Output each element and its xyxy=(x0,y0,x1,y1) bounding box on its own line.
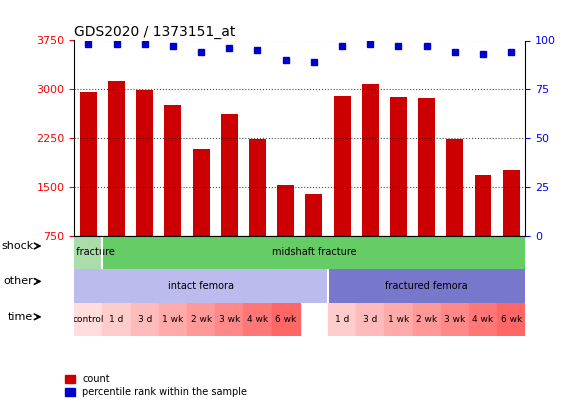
Text: 6 wk: 6 wk xyxy=(275,315,296,324)
Bar xyxy=(362,84,379,236)
Text: 3 wk: 3 wk xyxy=(219,315,240,324)
Bar xyxy=(102,303,131,336)
Text: 3 d: 3 d xyxy=(138,315,152,324)
Text: intact femora: intact femora xyxy=(168,281,234,291)
Bar xyxy=(80,92,97,236)
Text: fractured femora: fractured femora xyxy=(385,281,468,291)
Text: 4 wk: 4 wk xyxy=(472,315,493,324)
Text: shock: shock xyxy=(1,241,33,251)
Text: 1 wk: 1 wk xyxy=(388,315,409,324)
Bar xyxy=(74,236,102,269)
Bar xyxy=(384,303,413,336)
Bar xyxy=(187,303,215,336)
Text: midshaft fracture: midshaft fracture xyxy=(272,247,356,258)
Text: 1 wk: 1 wk xyxy=(162,315,183,324)
Text: 3 d: 3 d xyxy=(363,315,377,324)
Bar xyxy=(221,114,238,236)
Bar xyxy=(131,303,159,336)
Bar xyxy=(108,81,125,236)
Bar xyxy=(249,139,266,236)
Bar xyxy=(475,175,492,236)
Text: 1 d: 1 d xyxy=(109,315,124,324)
Text: other: other xyxy=(3,277,33,286)
Bar xyxy=(333,96,351,236)
Text: time: time xyxy=(8,312,33,322)
Text: 4 wk: 4 wk xyxy=(247,315,268,324)
Bar xyxy=(74,303,102,336)
Text: 6 wk: 6 wk xyxy=(501,315,522,324)
Bar xyxy=(418,98,435,236)
Text: 1 d: 1 d xyxy=(335,315,349,324)
Bar xyxy=(159,303,187,336)
Bar xyxy=(469,303,497,336)
Bar xyxy=(356,303,384,336)
Bar xyxy=(272,303,300,336)
Bar xyxy=(328,269,525,303)
Bar xyxy=(164,105,182,236)
Text: 3 wk: 3 wk xyxy=(444,315,465,324)
Bar xyxy=(278,185,294,236)
Bar xyxy=(136,90,153,236)
Bar xyxy=(390,97,407,236)
Legend: count, percentile rank within the sample: count, percentile rank within the sample xyxy=(62,371,250,400)
Text: GDS2020 / 1373151_at: GDS2020 / 1373151_at xyxy=(74,26,236,39)
Text: 2 wk: 2 wk xyxy=(416,315,437,324)
Bar xyxy=(497,303,525,336)
Bar xyxy=(447,139,463,236)
Bar xyxy=(441,303,469,336)
Bar xyxy=(74,269,328,303)
Bar xyxy=(305,194,323,236)
Text: control: control xyxy=(73,315,104,324)
Text: 2 wk: 2 wk xyxy=(191,315,212,324)
Bar xyxy=(413,303,441,336)
Bar xyxy=(503,170,520,236)
Bar xyxy=(243,303,272,336)
Text: no fracture: no fracture xyxy=(62,247,115,258)
Bar xyxy=(215,303,243,336)
Bar xyxy=(192,149,210,236)
Bar xyxy=(328,303,356,336)
